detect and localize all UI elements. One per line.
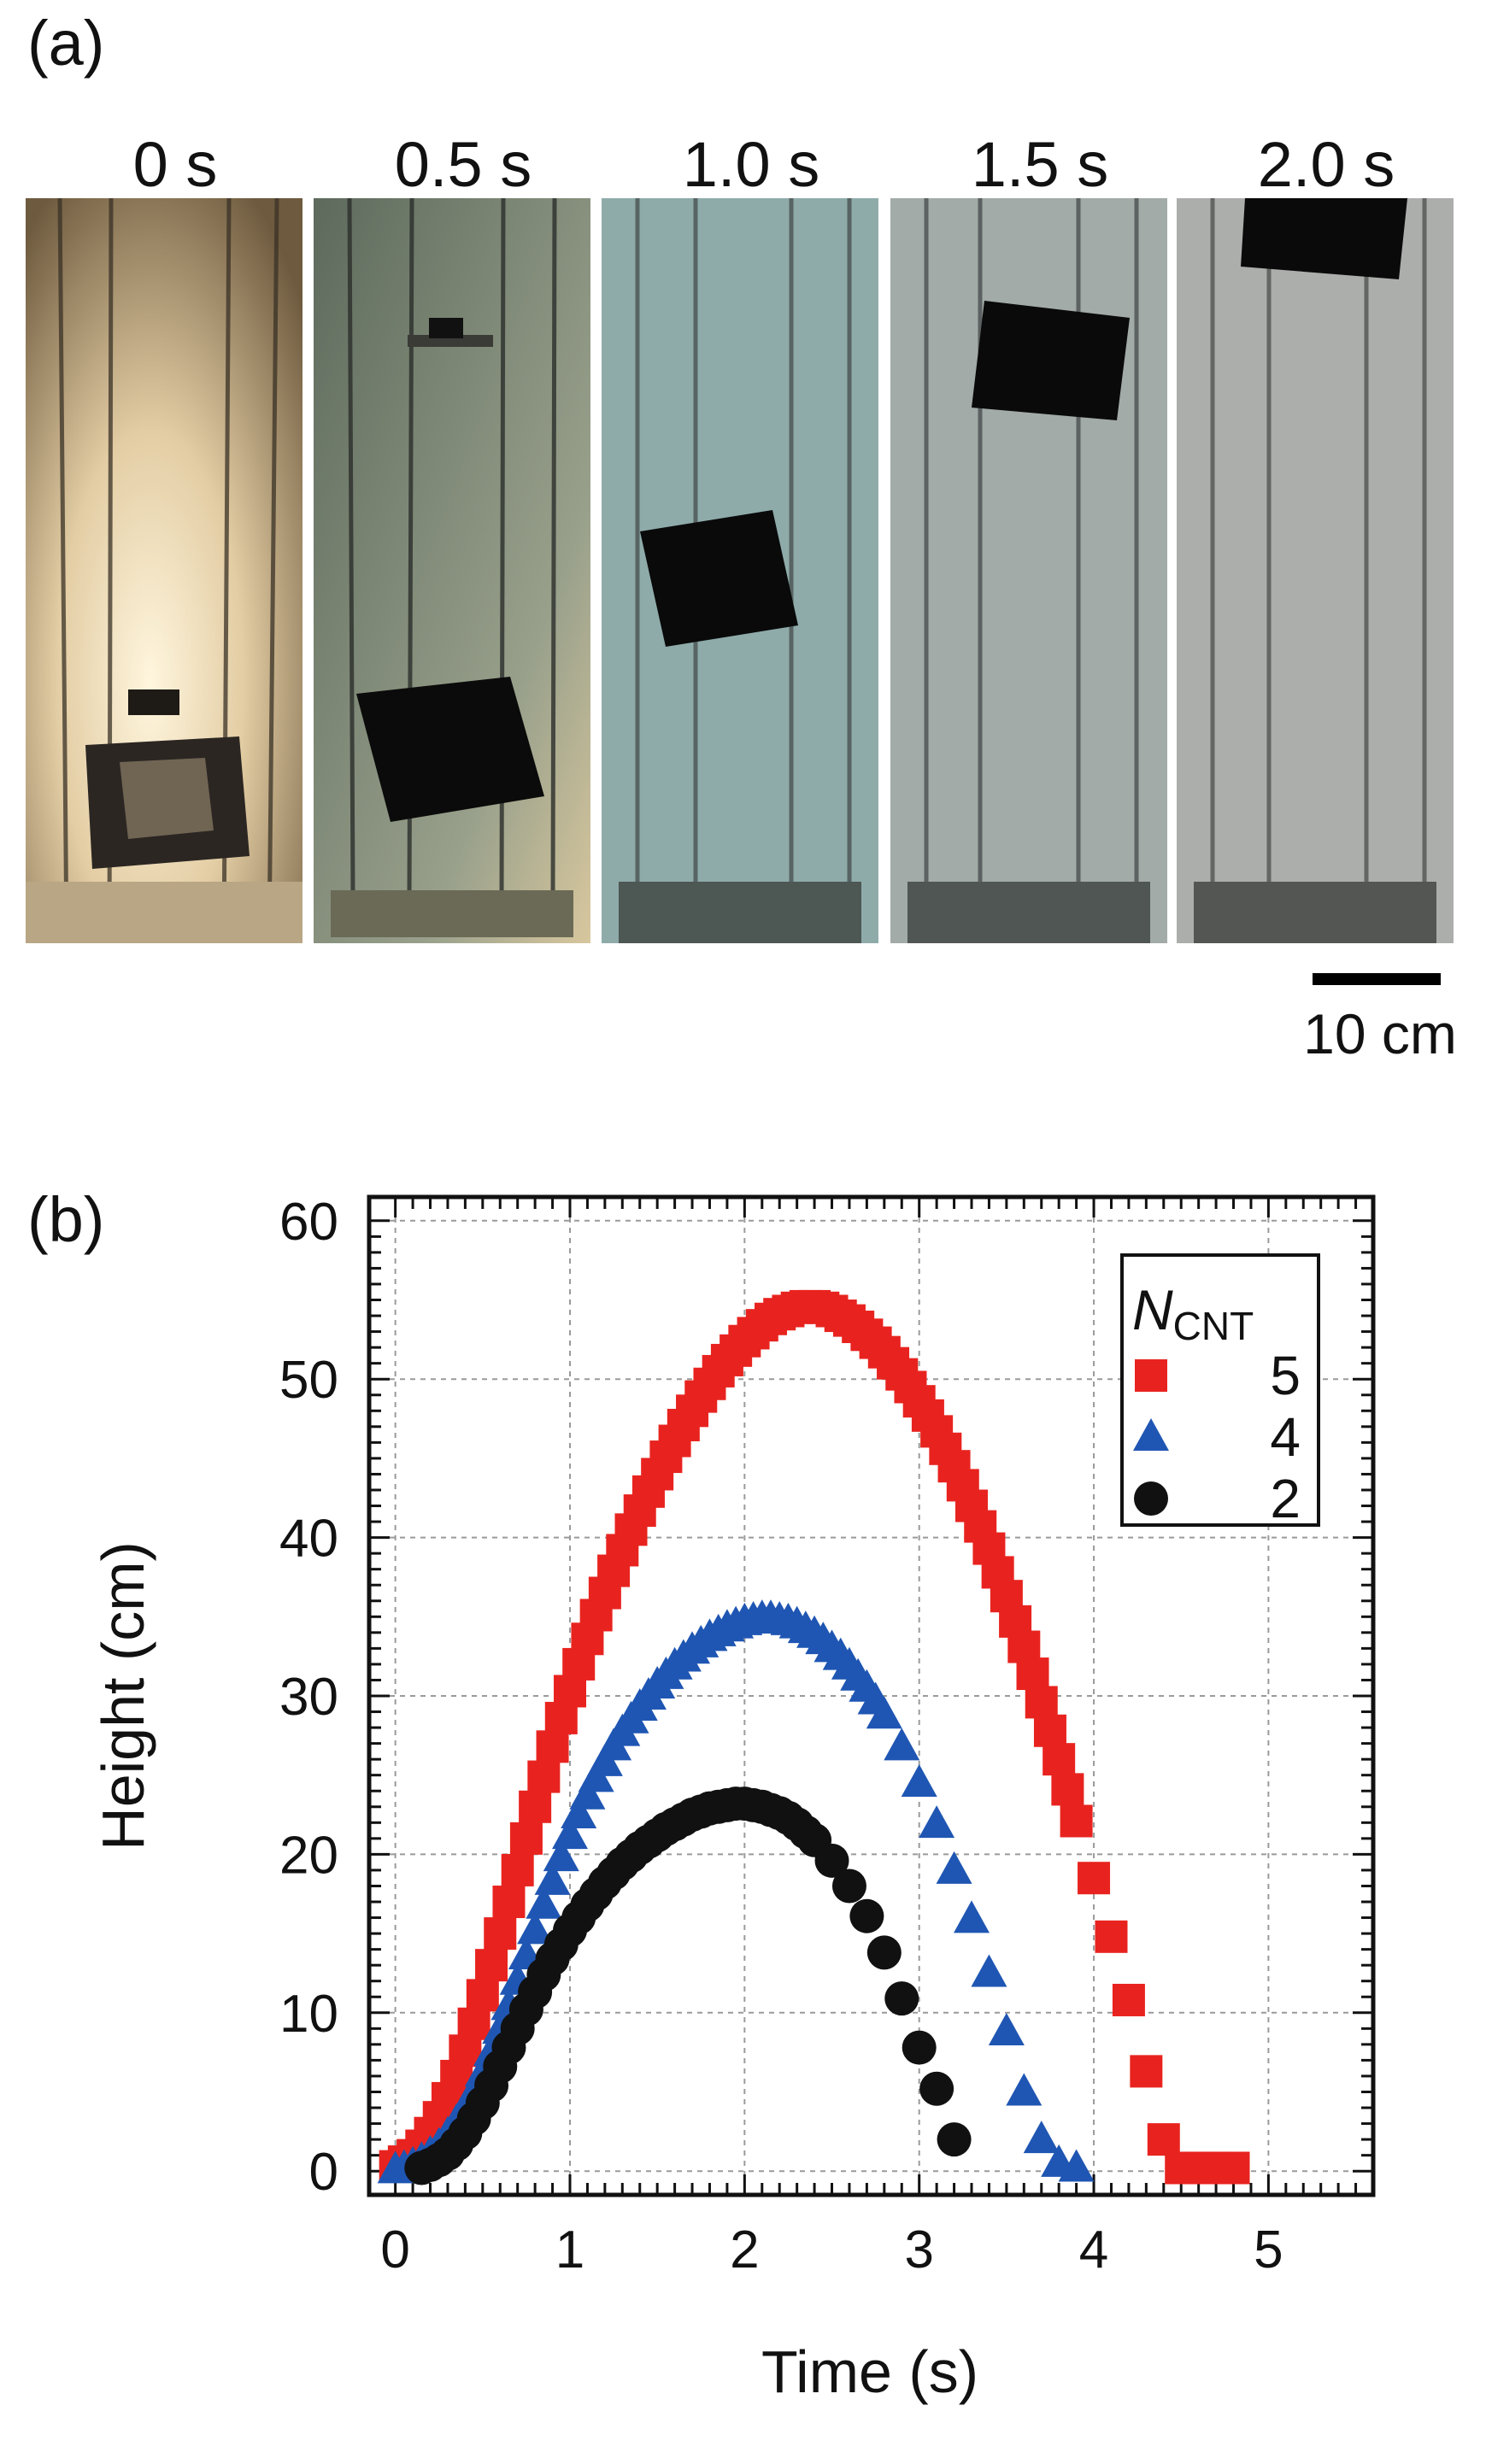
marker-n2 xyxy=(884,1981,919,2016)
marker-n5 xyxy=(1060,1804,1093,1838)
x-tick-label: 4 xyxy=(1079,2221,1108,2279)
y-tick-label: 10 xyxy=(279,1985,338,2044)
marker-n4 xyxy=(534,1862,571,1895)
y-tick-label: 60 xyxy=(279,1193,338,1252)
x-tick-label: 5 xyxy=(1254,2221,1283,2279)
marker-n4 xyxy=(561,1796,597,1829)
marker-n4 xyxy=(884,1728,920,1761)
x-tick-labels: 0 1 2 3 4 5 xyxy=(380,2221,1283,2279)
marker-n2 xyxy=(902,2030,937,2065)
marker-n4 xyxy=(526,1886,562,1919)
marker-n2 xyxy=(866,1935,902,1970)
marker-n5 xyxy=(527,1760,561,1793)
marker-n2 xyxy=(814,1843,849,1878)
marker-n2 xyxy=(919,2071,954,2106)
panel-b-letter: (b) xyxy=(27,1184,105,1255)
marker-n2 xyxy=(937,2122,972,2157)
y-tick-label: 0 xyxy=(309,2143,338,2202)
frame-label-1-5s: 1.5 s xyxy=(971,129,1109,200)
marker-n4 xyxy=(971,1954,1007,1987)
x-tick-label: 0 xyxy=(380,2221,409,2279)
x-tick-label: 3 xyxy=(904,2221,933,2279)
frame-label-0-5s: 0.5 s xyxy=(394,129,532,200)
legend-title: NCNT xyxy=(1132,1278,1254,1348)
legend-label-5: 5 xyxy=(1270,1345,1301,1406)
legend-marker-5 xyxy=(1135,1359,1167,1392)
scale-bar xyxy=(1313,973,1441,985)
y-axis-label: Height (cm) xyxy=(90,1541,156,1851)
marker-n4 xyxy=(901,1763,937,1797)
marker-n5 xyxy=(1217,2151,1250,2185)
marker-n5 xyxy=(1112,1983,1145,2016)
marker-n4 xyxy=(866,1696,902,1729)
photo-frame-0s xyxy=(26,198,302,943)
marker-n5 xyxy=(519,1790,552,1823)
marker-n5 xyxy=(457,2007,490,2040)
marker-n5 xyxy=(1078,1862,1111,1895)
marker-n5 xyxy=(1033,1714,1066,1747)
marker-n4 xyxy=(517,1911,554,1945)
marker-n5 xyxy=(509,1822,543,1855)
marker-n5 xyxy=(501,1853,534,1886)
photo-frame-0-5s xyxy=(314,198,590,943)
legend-marker-2 xyxy=(1134,1481,1168,1516)
photo-frame-1-0s xyxy=(602,198,878,943)
y-tick-labels: 0 10 20 30 40 50 60 xyxy=(279,1193,338,2202)
marker-n2 xyxy=(831,1869,866,1904)
y-tick-label: 20 xyxy=(279,1826,338,1885)
marker-n5 xyxy=(475,1949,508,1982)
panel-a-letter: (a) xyxy=(27,8,105,79)
marker-n5 xyxy=(1095,1920,1128,1953)
y-tick-label: 40 xyxy=(279,1510,338,1569)
marker-n5 xyxy=(1025,1686,1058,1719)
marker-n4 xyxy=(988,2013,1025,2046)
marker-n2 xyxy=(849,1898,884,1933)
marker-n5 xyxy=(1051,1773,1084,1806)
marker-n4 xyxy=(543,1839,579,1872)
y-tick-label: 50 xyxy=(279,1351,338,1410)
legend: NCNT 542 xyxy=(1120,1253,1320,1529)
y-tick-label: 30 xyxy=(279,1668,338,1727)
photo-frame-2-0s xyxy=(1177,198,1454,943)
legend-label-2: 2 xyxy=(1270,1468,1301,1529)
marker-n5 xyxy=(492,1886,526,1919)
marker-n4 xyxy=(954,1900,990,1933)
marker-n4 xyxy=(569,1776,606,1810)
marker-n4 xyxy=(552,1816,588,1850)
marker-n4 xyxy=(936,1851,972,1884)
minor-ticks xyxy=(369,1197,1373,2195)
photo-frame-1-5s xyxy=(890,198,1167,943)
marker-n5 xyxy=(1147,2123,1180,2156)
frame-label-1-0s: 1.0 s xyxy=(682,129,820,200)
data-markers xyxy=(377,1289,1250,2185)
marker-n4 xyxy=(1023,2121,1060,2154)
legend-label-4: 4 xyxy=(1270,1406,1301,1468)
frame-label-2-0s: 2.0 s xyxy=(1257,129,1395,200)
marker-n4 xyxy=(1006,2073,1043,2106)
series-2 xyxy=(404,1786,972,2185)
marker-n5 xyxy=(1130,2055,1163,2088)
marker-n5 xyxy=(1016,1657,1049,1691)
legend-marker-4 xyxy=(1133,1418,1169,1451)
frame-label-0s: 0 s xyxy=(132,129,218,200)
marker-n5 xyxy=(536,1730,569,1763)
marker-n5 xyxy=(1043,1743,1076,1776)
marker-n5 xyxy=(484,1917,517,1951)
marker-n5 xyxy=(466,1979,499,2012)
marker-n4 xyxy=(1058,2149,1095,2182)
x-tick-label: 2 xyxy=(730,2221,759,2279)
x-axis-label: Time (s) xyxy=(761,2338,978,2405)
scale-bar-label: 10 cm xyxy=(1303,1002,1457,1065)
marker-n4 xyxy=(919,1805,955,1839)
x-tick-label: 1 xyxy=(555,2221,584,2279)
